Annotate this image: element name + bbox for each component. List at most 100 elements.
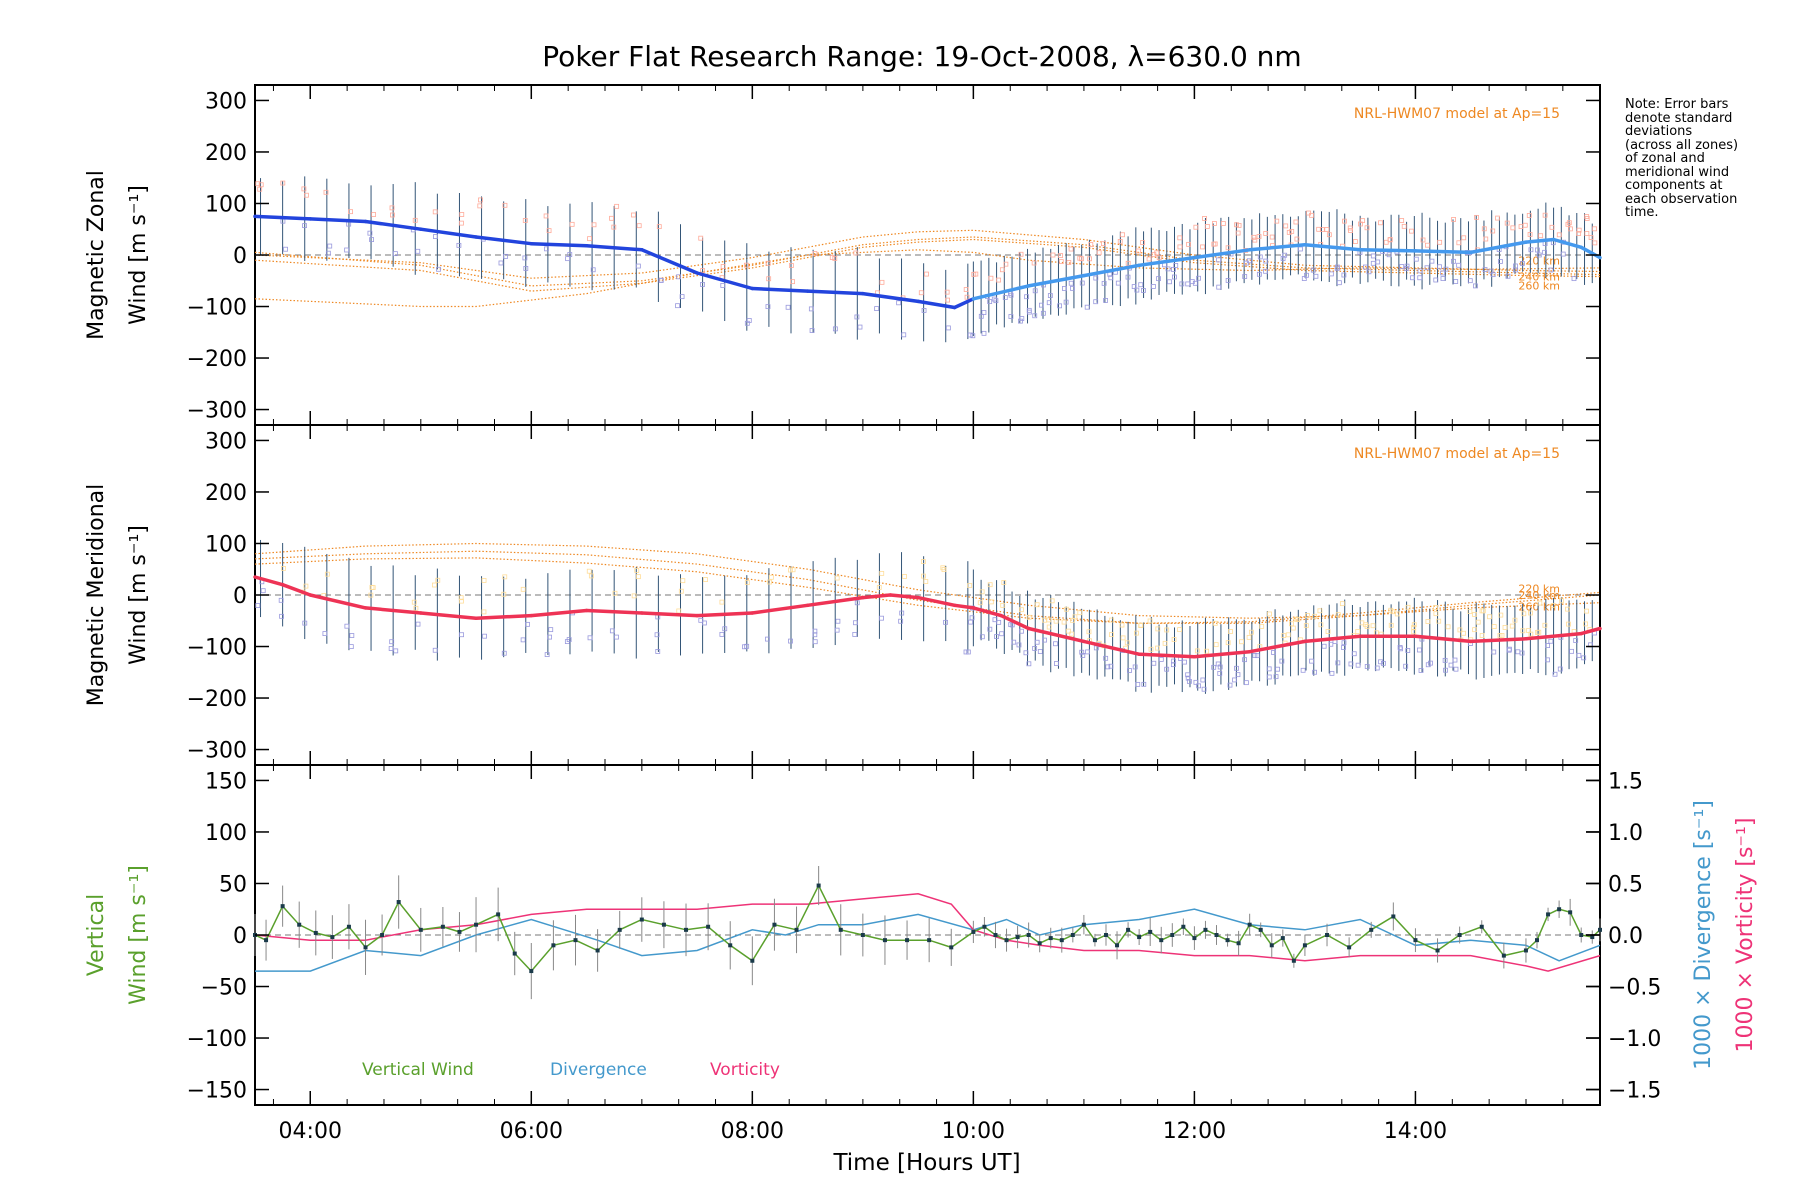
zone-sample-marker: [1388, 622, 1394, 628]
zone-sample-marker: [301, 186, 307, 192]
vertical-wind-point: [346, 924, 351, 929]
zone-sample-marker: [1305, 613, 1310, 618]
zone-sample-marker: [1087, 256, 1092, 262]
zone-sample-marker: [1403, 266, 1409, 271]
zone-sample-marker: [1576, 227, 1582, 233]
zone-sample-marker: [1050, 252, 1056, 258]
zone-sample-marker: [700, 282, 705, 287]
y-tick-label: −200: [187, 347, 247, 372]
y2-tick-label: 1.5: [1608, 769, 1643, 794]
zone-sample-marker: [812, 251, 818, 256]
zone-sample-marker: [1146, 256, 1152, 262]
zone-sample-marker: [325, 250, 331, 256]
zone-sample-marker: [1135, 681, 1141, 687]
zone-sample-marker: [988, 599, 994, 605]
mean-wind-segment: [474, 235, 534, 246]
zone-sample-marker: [1348, 228, 1353, 233]
zone-sample-marker: [1417, 647, 1422, 653]
zone-sample-marker: [1557, 666, 1563, 672]
zone-sample-marker: [1256, 234, 1262, 239]
zone-sample-marker: [744, 643, 750, 649]
zone-sample-marker: [1079, 280, 1085, 286]
zone-sample-marker: [1440, 270, 1446, 276]
zone-sample-marker: [412, 217, 418, 223]
zone-sample-marker: [1405, 648, 1411, 653]
zone-sample-marker: [785, 304, 791, 310]
vertical-wind-point: [1523, 948, 1528, 953]
zone-sample-marker: [1141, 288, 1146, 293]
y-tick-label: −100: [187, 296, 247, 321]
zone-sample-marker: [1536, 252, 1542, 258]
zone-sample-marker: [1425, 242, 1430, 248]
model-curve: [254, 249, 1601, 308]
zone-sample-marker: [1204, 648, 1210, 654]
mean-wind-segment: [363, 219, 423, 231]
model-curve: [254, 550, 1601, 624]
zone-sample-marker: [1456, 262, 1462, 268]
zone-sample-marker: [979, 634, 985, 640]
vertical-ylabel-line1: Vertical: [84, 894, 109, 976]
vertical-wind-point: [264, 938, 269, 943]
zone-sample-marker: [1182, 659, 1187, 665]
zone-sample-marker: [255, 603, 261, 608]
zone-sample-marker: [279, 613, 285, 619]
y-tick-label: −300: [187, 739, 247, 764]
zone-sample-marker: [1256, 271, 1262, 277]
zone-sample-marker: [1134, 630, 1139, 636]
zone-sample-marker: [1162, 640, 1168, 646]
zone-sample-marker: [1538, 233, 1544, 239]
y-tick-label: 300: [205, 429, 247, 454]
zone-sample-marker: [1436, 618, 1442, 624]
zone-sample-marker: [1528, 610, 1533, 616]
zone-sample-marker: [1289, 621, 1294, 627]
vertical-wind-point: [1590, 935, 1595, 940]
zone-sample-marker: [1019, 607, 1024, 613]
zone-sample-marker: [1528, 631, 1534, 637]
divergence-line: [255, 908, 1601, 972]
zone-sample-marker: [996, 277, 1002, 283]
y2-tick-label: 0.0: [1608, 924, 1643, 949]
zone-sample-marker: [1374, 665, 1380, 671]
zone-sample-marker: [1154, 250, 1160, 256]
zone-sample-marker: [852, 632, 858, 637]
mean-wind-segment: [1137, 652, 1197, 659]
zone-sample-marker: [1380, 660, 1386, 666]
zone-sample-marker: [988, 275, 994, 281]
zone-sample-marker: [411, 599, 417, 605]
zone-sample-marker: [631, 593, 637, 599]
zone-sample-marker: [1401, 223, 1407, 229]
zone-sample-marker: [349, 633, 355, 638]
zone-sample-marker: [1297, 246, 1303, 252]
zone-sample-marker: [1565, 606, 1570, 612]
zone-sample-marker: [1271, 650, 1276, 655]
vertical-wind-point: [1214, 933, 1219, 937]
zone-sample-marker: [1398, 646, 1403, 652]
zone-sample-marker: [324, 571, 330, 577]
zone-sample-marker: [635, 263, 641, 269]
zone-sample-marker: [459, 632, 464, 638]
zone-sample-marker: [1171, 658, 1177, 664]
zone-sample-marker: [1193, 679, 1199, 685]
note-line: time.: [1625, 205, 1659, 220]
zone-sample-marker: [999, 267, 1005, 273]
zone-sample-marker: [788, 263, 794, 268]
mean-wind-segment: [952, 603, 976, 610]
zone-sample-marker: [1263, 231, 1269, 236]
zone-sample-marker: [1355, 662, 1361, 668]
zone-sample-marker: [1451, 258, 1456, 264]
zone-sample-marker: [1019, 316, 1025, 321]
mean-wind-segment: [971, 606, 1003, 618]
zone-sample-marker: [1482, 267, 1488, 272]
zone-sample-marker: [1461, 235, 1467, 241]
zone-sample-marker: [1032, 645, 1038, 651]
zone-sample-marker: [1425, 619, 1431, 624]
zone-sample-marker: [481, 609, 487, 615]
zone-sample-marker: [459, 212, 465, 217]
vertical-wind-point: [728, 943, 733, 948]
y-tick-label: −300: [187, 399, 247, 424]
zone-sample-marker: [675, 303, 680, 309]
y2-tick-label: −0.5: [1608, 976, 1661, 1001]
zone-sample-marker: [1235, 230, 1241, 236]
vertical-wind-point: [927, 938, 932, 943]
zone-sample-marker: [1008, 622, 1014, 628]
